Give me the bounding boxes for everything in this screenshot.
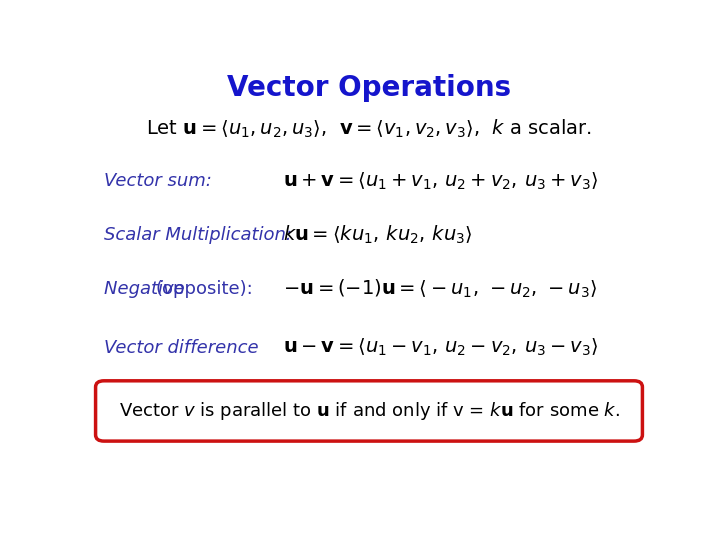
- Text: (opposite):: (opposite):: [156, 280, 253, 298]
- Text: Scalar Multiplication:: Scalar Multiplication:: [104, 226, 292, 244]
- Text: Let $\mathbf{u} = \langle u_1, u_2, u_3 \rangle$,  $\mathbf{v} = \langle v_1, v_: Let $\mathbf{u} = \langle u_1, u_2, u_3 …: [146, 118, 592, 140]
- Text: Vector difference: Vector difference: [104, 339, 258, 356]
- Text: $\mathbf{u} - \mathbf{v} = \langle u_1 - v_1,\, u_2 - v_2,\, u_3 - v_3 \rangle$: $\mathbf{u} - \mathbf{v} = \langle u_1 -…: [282, 337, 598, 358]
- FancyBboxPatch shape: [96, 381, 642, 441]
- Text: $-\mathbf{u} = (-1)\mathbf{u} = \langle -u_1,\, -u_2,\, -u_3 \rangle$: $-\mathbf{u} = (-1)\mathbf{u} = \langle …: [282, 278, 597, 300]
- Text: Vector $v$ is parallel to $\mathbf{u}$ if and only if v = $k\mathbf{u}$ for some: Vector $v$ is parallel to $\mathbf{u}$ i…: [119, 400, 619, 422]
- Text: Vector Operations: Vector Operations: [227, 73, 511, 102]
- Text: $k\mathbf{u} = \langle ku_1,\, ku_2,\, ku_3 \rangle$: $k\mathbf{u} = \langle ku_1,\, ku_2,\, k…: [282, 224, 472, 246]
- Text: Negative: Negative: [104, 280, 191, 298]
- Text: Vector sum:: Vector sum:: [104, 172, 212, 190]
- Text: $\mathbf{u} + \mathbf{v} = \langle u_1 + v_1,\, u_2 + v_2,\, u_3 + v_3 \rangle$: $\mathbf{u} + \mathbf{v} = \langle u_1 +…: [282, 171, 598, 192]
